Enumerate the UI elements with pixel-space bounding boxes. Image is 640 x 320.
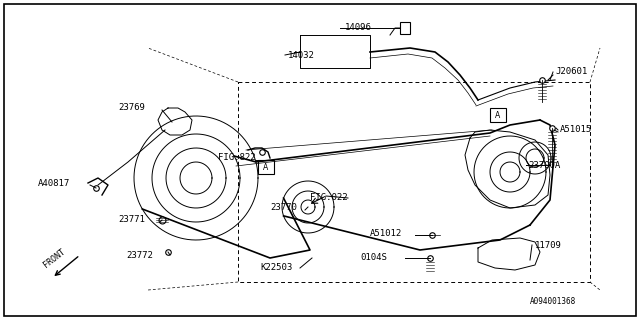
Text: A51012: A51012 xyxy=(370,228,403,237)
Text: 23769: 23769 xyxy=(118,103,145,113)
Text: A: A xyxy=(495,110,500,119)
Text: 23700A: 23700A xyxy=(528,161,560,170)
Text: A: A xyxy=(264,163,269,172)
Text: 14096: 14096 xyxy=(345,23,372,33)
Text: K22503: K22503 xyxy=(260,263,292,273)
Text: FRONT: FRONT xyxy=(42,247,67,269)
Text: 23771: 23771 xyxy=(118,215,145,225)
Text: A51015: A51015 xyxy=(560,125,592,134)
Text: 0104S: 0104S xyxy=(360,253,387,262)
Text: 23770: 23770 xyxy=(270,204,297,212)
Text: FIG.022: FIG.022 xyxy=(310,194,348,203)
Text: J20601: J20601 xyxy=(555,68,588,76)
Text: 14032: 14032 xyxy=(288,51,315,60)
Bar xyxy=(490,108,506,122)
Text: FIG.822: FIG.822 xyxy=(218,154,255,163)
Text: 11709: 11709 xyxy=(535,241,562,250)
Bar xyxy=(400,22,410,34)
Text: 23772: 23772 xyxy=(126,251,153,260)
Bar xyxy=(258,160,274,174)
Text: A40817: A40817 xyxy=(38,179,70,188)
Text: A094001368: A094001368 xyxy=(530,298,576,307)
